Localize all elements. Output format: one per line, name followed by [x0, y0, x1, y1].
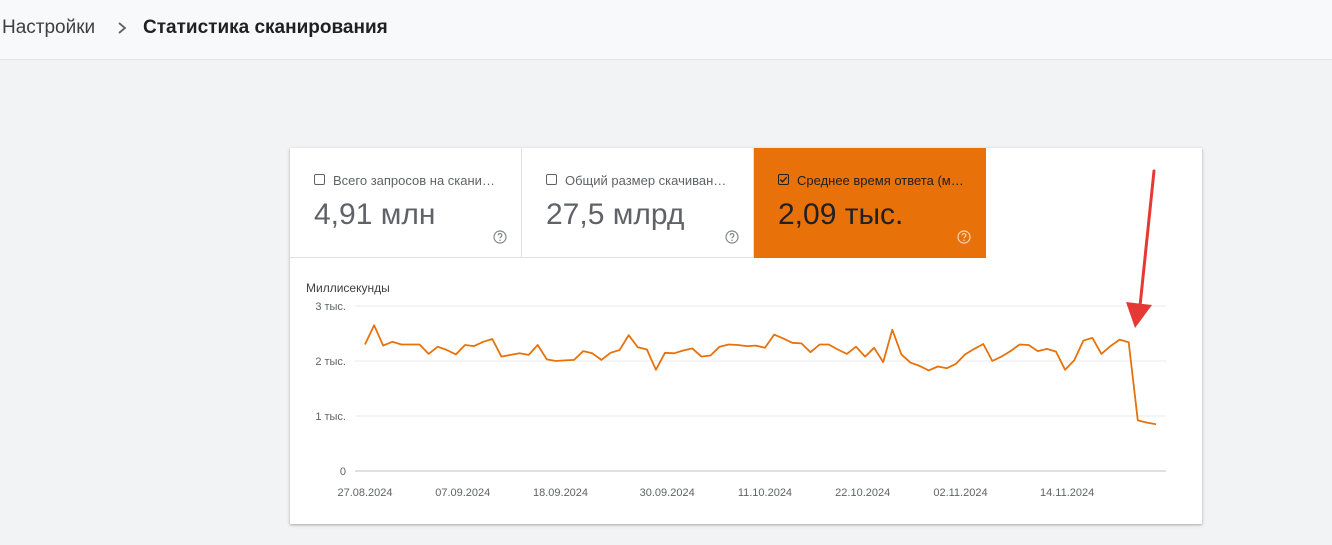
y-tick-label: 0 [340, 466, 346, 478]
y-axis-title: Миллисекунды [306, 281, 390, 295]
chevron-right-icon [118, 22, 127, 34]
metric-value: 27,5 млрд [546, 198, 685, 231]
check-icon [779, 176, 788, 183]
breadcrumb-root[interactable]: Настройки [2, 17, 96, 38]
y-tick-label: 1 тыс. [315, 411, 346, 423]
crawl-stats-card: Всего запросов на скани… 4,91 млн Общий … [290, 148, 1202, 524]
series-line [364, 324, 1157, 426]
help-icon[interactable] [957, 230, 971, 244]
checkbox[interactable] [314, 174, 325, 185]
help-icon[interactable] [493, 230, 507, 244]
y-tick-label: 3 тыс. [315, 301, 346, 313]
x-tick-label: 11.10.2024 [738, 487, 792, 499]
x-tick-label: 30.09.2024 [640, 487, 695, 499]
x-tick-label: 02.11.2024 [933, 487, 987, 499]
x-tick-label: 22.10.2024 [835, 487, 890, 499]
metric-tile-total-requests[interactable]: Всего запросов на скани… 4,91 млн [290, 148, 522, 258]
metric-tile-avg-response-time[interactable]: Среднее время ответа (м… 2,09 тыс. [754, 148, 986, 258]
y-tick-label: 2 тыс. [315, 356, 346, 368]
response-time-chart: Миллисекунды 0 1 тыс. 2 тыс. 3 тыс. 27.08.202… [306, 281, 1166, 499]
header-bar: Настройки Статистика сканирования [0, 0, 1332, 60]
page-title: Статистика сканирования [143, 17, 388, 38]
metric-tile-download-size[interactable]: Общий размер скачиван… 27,5 млрд [522, 148, 754, 258]
x-tick-label: 18.09.2024 [533, 487, 588, 499]
x-tick-label: 14.11.2024 [1040, 487, 1094, 499]
checkbox-checked[interactable] [778, 174, 789, 185]
checkbox[interactable] [546, 174, 557, 185]
x-tick-label: 07.09.2024 [435, 487, 490, 499]
help-icon[interactable] [725, 230, 739, 244]
x-tick-label: 27.08.2024 [337, 487, 392, 499]
metric-value: 2,09 тыс. [778, 198, 904, 231]
metric-value: 4,91 млн [314, 198, 436, 231]
